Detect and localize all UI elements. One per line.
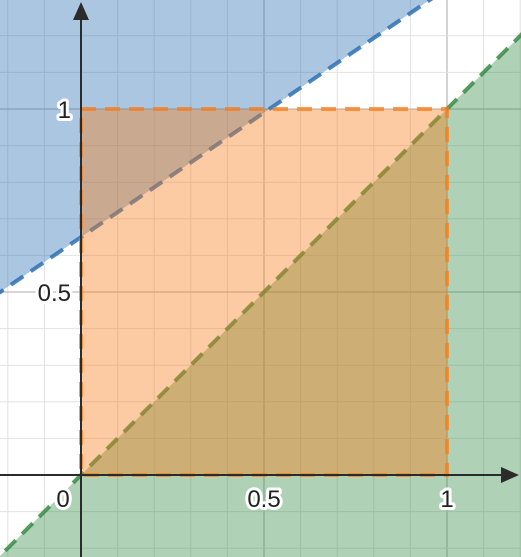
y-tick-label: 1 [58,97,71,124]
region-orange-square [79,107,449,477]
x-axis-arrow-icon [501,467,519,483]
x-tick-label: 0.5 [247,486,280,513]
y-axis-arrow-icon [73,2,89,20]
tick-labels: 0 0.5 1 0.5 1 [35,94,457,516]
x-tick-label: 1 [440,486,453,513]
x-tick-label: 0 [56,486,69,513]
y-tick-label: 0.5 [38,280,71,307]
